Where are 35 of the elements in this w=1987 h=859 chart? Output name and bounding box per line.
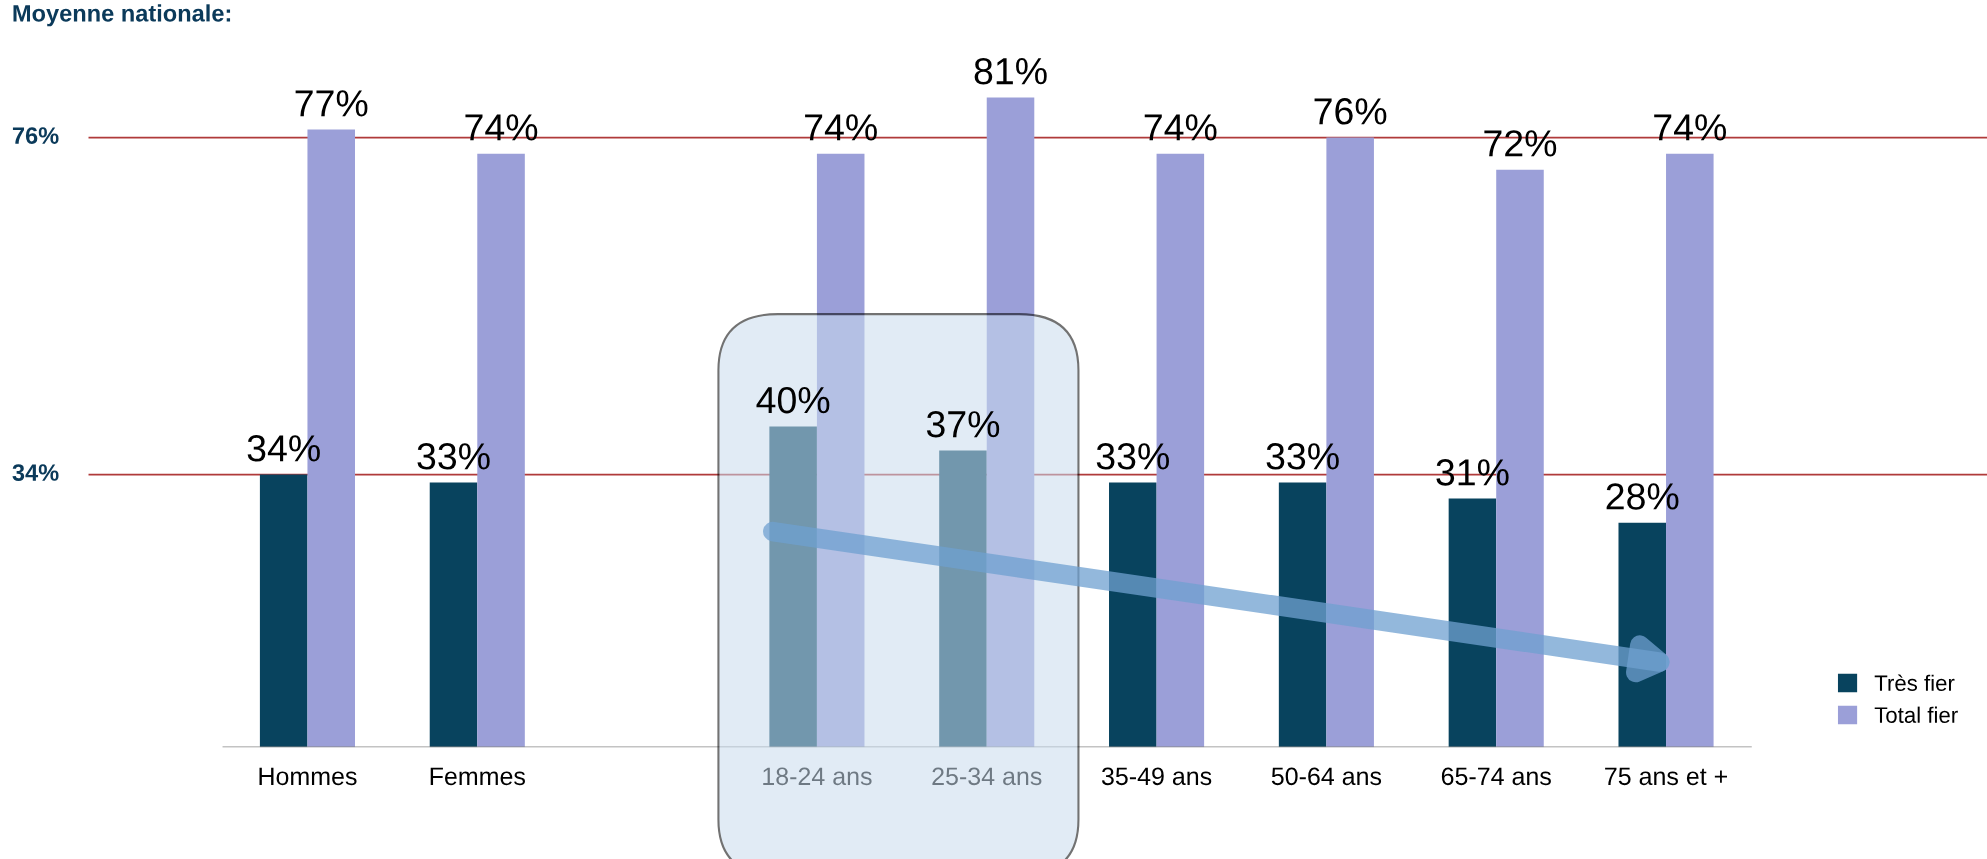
data-label: 81% [974, 57, 1047, 85]
data-label: 33% [417, 443, 490, 470]
data-label: 74% [805, 114, 877, 141]
data-label: 33% [1096, 443, 1169, 470]
x-tick-label: 35-49 ans [1101, 767, 1212, 786]
text: Moyenne nationale: [13, 4, 231, 27]
data-label: 74% [465, 114, 538, 141]
data-label: 72% [1484, 130, 1557, 157]
x-tick-label: 50-64 ans [1271, 767, 1382, 786]
data-label: 76% [1314, 98, 1387, 125]
data-label: 40% [756, 386, 830, 414]
x-tick-label: 25-34 ans [932, 767, 1042, 786]
x-tick-label: 65-74 ans [1441, 767, 1551, 786]
bar [1448, 498, 1497, 748]
data-label: 74% [1654, 114, 1727, 141]
data-label: 28% [1606, 483, 1679, 510]
data-label: 34% [247, 435, 320, 462]
x-tick-label: Femmes [430, 767, 525, 786]
bar [939, 450, 987, 748]
x-tick-label: 18-24 ans [763, 767, 872, 786]
ref-line-label: 34% [12, 464, 59, 481]
legend-label: Total fier [1874, 706, 1958, 723]
ref-line-label: 76% [12, 127, 59, 144]
bar [259, 474, 308, 748]
x-tick-label: Hommes [259, 767, 357, 786]
bar [769, 426, 817, 748]
x-tick-label: 75 ans et + [1605, 767, 1728, 786]
data-label: 74% [1144, 114, 1217, 141]
data-label: 37% [926, 410, 1000, 438]
data-label: 33% [1266, 443, 1339, 470]
legend-label: Très fier [1874, 674, 1955, 691]
bar [1109, 482, 1157, 748]
bar [1278, 482, 1327, 748]
bar [429, 482, 478, 748]
data-label: 77% [295, 90, 368, 117]
